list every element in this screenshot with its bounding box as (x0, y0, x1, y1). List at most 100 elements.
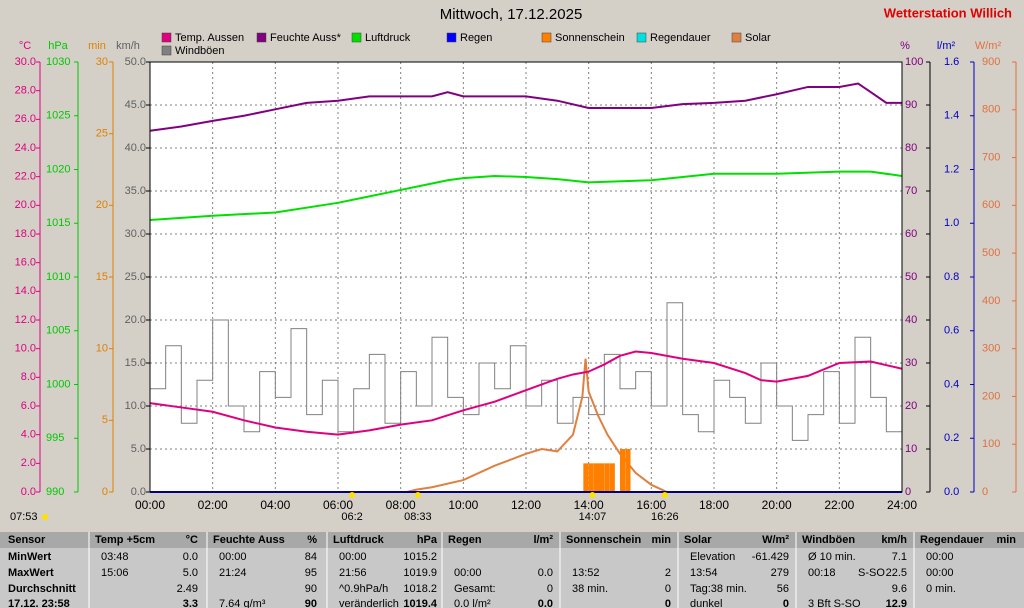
column-title: Temp +5cm (95, 534, 155, 546)
y-tick-label: 22.0 (15, 171, 36, 183)
y-tick-label: 0.0 (131, 486, 146, 498)
y-tick-label: 1.0 (944, 217, 959, 229)
table-cell: 95 (305, 567, 317, 579)
table-cell: 84 (305, 551, 317, 563)
table-cell: S-SO (858, 567, 885, 579)
axis-title: l/m² (937, 40, 956, 52)
x-tick-label: 16:00 (636, 498, 666, 512)
legend-swatch (731, 32, 742, 43)
marker-label: 08:33 (404, 511, 432, 523)
table-cell: 3 Bft S-SO (808, 598, 861, 608)
table-cell: 0.0 (538, 598, 553, 608)
table-cell: 00:00 (926, 551, 954, 563)
table-cell: 0 (783, 598, 789, 608)
sunshine-bar (583, 463, 589, 492)
table-header-bg (0, 532, 1024, 548)
x-tick-label: 20:00 (762, 498, 792, 512)
y-tick-label: 1.2 (944, 163, 959, 175)
sun-icon (42, 514, 48, 520)
table-cell: 00:00 (339, 551, 367, 563)
y-tick-label: 6.0 (21, 400, 36, 412)
table-cell: 38 min. (572, 583, 608, 595)
y-tick-label: 15 (96, 271, 108, 283)
legend-swatch (541, 32, 552, 43)
table-cell: dunkel (690, 598, 722, 608)
table-cell: Ø 10 min. (808, 551, 856, 563)
y-tick-label: 4.0 (21, 429, 36, 441)
table-cell: 00:18 (808, 567, 836, 579)
table-cell: 90 (305, 598, 317, 608)
y-tick-label: 20.0 (15, 199, 36, 211)
y-tick-label: 300 (982, 343, 1000, 355)
column-title: Solar (684, 534, 712, 546)
y-tick-label: 25.0 (125, 271, 146, 283)
sunshine-bar (599, 463, 605, 492)
column-unit: W/m² (762, 534, 789, 546)
y-tick-label: 1.6 (944, 56, 959, 68)
y-tick-label: 40 (905, 314, 917, 326)
x-tick-label: 24:00 (887, 498, 917, 512)
table-cell: ^0.9hPa/h (339, 583, 388, 595)
y-tick-label: 100 (982, 438, 1000, 450)
y-tick-label: 50 (905, 271, 917, 283)
x-tick-label: 10:00 (448, 498, 478, 512)
table-cell: 90 (305, 583, 317, 595)
legend-swatch (446, 32, 457, 43)
y-tick-label: 500 (982, 247, 1000, 259)
legend-label: Regendauer (650, 32, 711, 44)
y-tick-label: 0.6 (944, 325, 959, 337)
table-cell: 1015.2 (403, 551, 437, 563)
y-tick-label: 100 (905, 56, 923, 68)
legend-swatch (161, 45, 172, 56)
table-cell: 17.12. 23:58 (8, 598, 70, 608)
y-tick-label: 1020 (46, 163, 70, 175)
axis-title: min (88, 40, 106, 52)
column-unit: km/h (881, 534, 907, 546)
series-line (149, 170, 903, 222)
y-tick-label: 25 (96, 128, 108, 140)
table-cell: 7.64 g/m³ (219, 598, 266, 608)
table-cell: 0 (547, 583, 553, 595)
x-tick-label: 06:00 (323, 498, 353, 512)
table-cell: 0.0 (538, 567, 553, 579)
legend-label: Solar (745, 32, 771, 44)
legend-label: Temp. Aussen (175, 32, 244, 44)
y-tick-label: 90 (905, 99, 917, 111)
legend-label: Windböen (175, 45, 225, 57)
sunshine-bar (593, 463, 600, 492)
y-tick-label: 10 (96, 343, 108, 355)
y-tick-label: 45.0 (125, 99, 146, 111)
y-tick-label: 30.0 (15, 56, 36, 68)
column-unit: min (651, 534, 671, 546)
table-cell: 7.1 (892, 551, 907, 563)
legend-label: Luftdruck (365, 32, 411, 44)
table-cell: 13:52 (572, 567, 600, 579)
table-cell: 1018.2 (403, 583, 437, 595)
table-cell: 21:56 (339, 567, 367, 579)
axis-title: km/h (116, 40, 140, 52)
table-cell: 2 (665, 567, 671, 579)
y-tick-label: 2.0 (21, 457, 36, 469)
plot-border (149, 61, 903, 493)
y-tick-label: 20 (96, 199, 108, 211)
column-title: Regen (448, 534, 482, 546)
table-cell: 1019.9 (403, 567, 437, 579)
y-tick-label: 1015 (46, 217, 70, 229)
table-cell: 00:00 (454, 567, 482, 579)
table-cell: 56 (777, 583, 789, 595)
x-tick-label: 18:00 (699, 498, 729, 512)
legend-swatch (256, 32, 267, 43)
y-tick-label: 24.0 (15, 142, 36, 154)
y-tick-label: 800 (982, 104, 1000, 116)
table-cell: 279 (771, 567, 789, 579)
sunshine-bar (604, 463, 610, 492)
table-cell: 9.6 (892, 583, 907, 595)
table-cell: 00:00 (219, 551, 247, 563)
table-cell: 5.0 (183, 567, 198, 579)
table-bg (0, 548, 1024, 608)
y-tick-label: 700 (982, 151, 1000, 163)
column-title: Sonnenschein (566, 534, 641, 546)
axis-title: % (900, 40, 910, 52)
column-unit: °C (186, 534, 198, 546)
y-tick-label: 0 (982, 486, 988, 498)
